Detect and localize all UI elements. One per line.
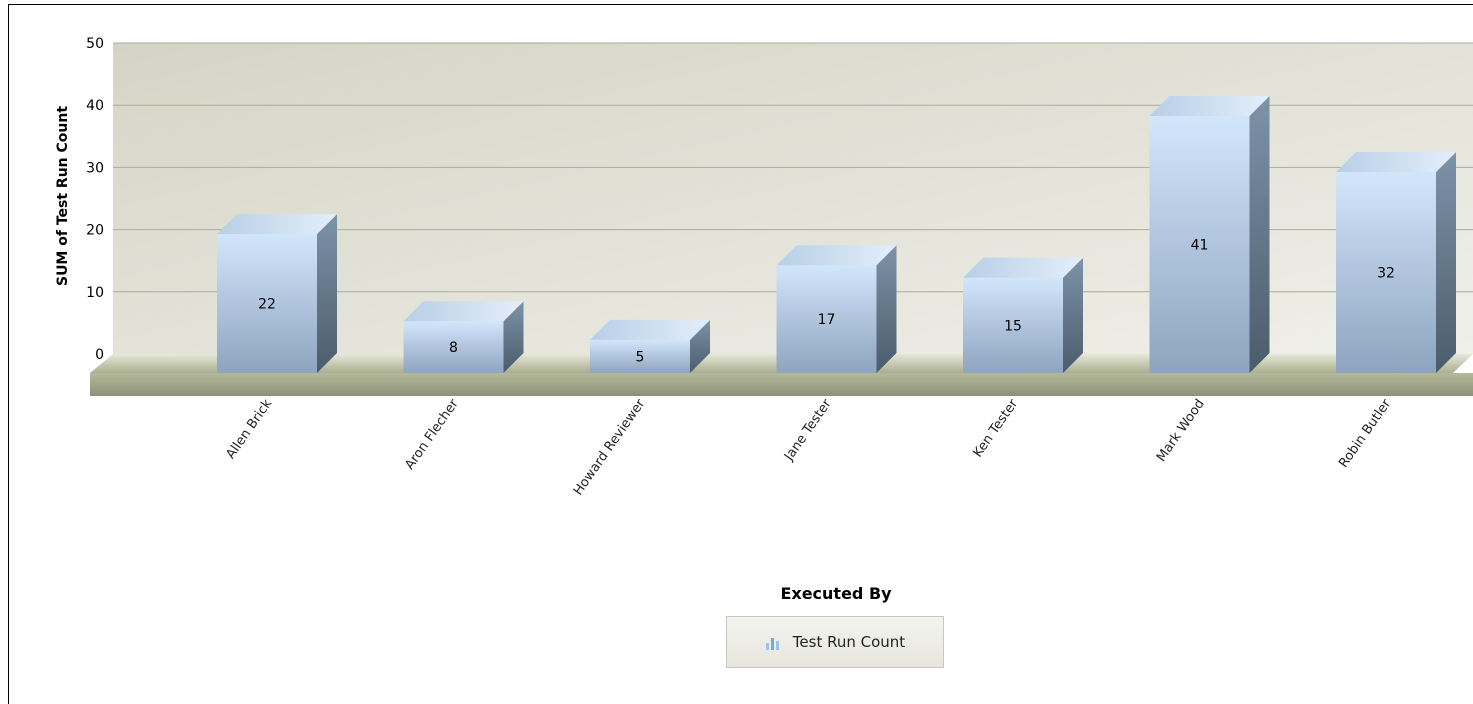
y-tick-label: 10: [86, 285, 104, 301]
y-axis-title: SUM of Test Run Count: [55, 106, 71, 286]
x-axis-labels: Allen Brick Aron Flecher Howard Reviewer Ja…: [223, 396, 1394, 498]
bar: 15: [963, 257, 1083, 373]
bar-side: [1249, 95, 1270, 373]
data-label: 5: [636, 349, 645, 365]
y-axis-ticks: 0 10 20 30 40 50: [86, 36, 104, 363]
y-tick-label: 20: [86, 223, 104, 239]
legend: Test Run Count: [726, 616, 944, 668]
bar: 22: [217, 214, 337, 373]
data-label: 22: [258, 297, 276, 313]
bar-side: [1063, 257, 1083, 373]
bars: 22 8 5 17 15 41 32: [217, 95, 1456, 373]
legend-label: Test Run Count: [792, 633, 906, 651]
bar-side: [690, 319, 710, 373]
x-tick-label: Jane Tester: [781, 396, 835, 464]
bar: 32: [1336, 151, 1456, 373]
floor-front: [90, 373, 1473, 396]
data-label: 32: [1377, 265, 1395, 281]
bar-top: [963, 257, 1083, 278]
bar-front: [1336, 171, 1436, 373]
bar-side: [503, 301, 524, 373]
bar: 41: [1149, 95, 1270, 373]
data-label: 8: [449, 340, 458, 356]
bar-front: [963, 277, 1063, 373]
bar-top: [1336, 151, 1456, 172]
bar-chart-icon: [765, 634, 783, 650]
data-label: 15: [1004, 318, 1022, 334]
data-label: 17: [818, 312, 836, 328]
bar-front: [403, 321, 504, 373]
y-tick-label: 0: [95, 347, 104, 363]
bar-side: [317, 214, 337, 373]
x-axis-title: Executed By: [780, 584, 892, 603]
x-tick-label: Allen Brick: [223, 396, 275, 462]
bar-top: [1149, 95, 1270, 116]
x-tick-label: Howard Reviewer: [571, 396, 649, 498]
chart-frame: [8, 4, 1473, 704]
bar-top: [776, 245, 897, 266]
y-tick-label: 50: [86, 36, 104, 52]
bar: 17: [776, 245, 897, 373]
bar-front: [590, 339, 690, 373]
data-label: 41: [1191, 237, 1209, 253]
bar-top: [217, 214, 337, 235]
bar-top: [403, 301, 524, 322]
x-tick-label: Aron Flecher: [402, 396, 462, 472]
bar-front: [217, 234, 317, 373]
x-tick-label: Robin Butler: [1336, 396, 1394, 471]
bar-front: [776, 265, 877, 373]
bar-side: [876, 245, 897, 373]
bar: 8: [403, 301, 524, 373]
bar-top: [590, 319, 710, 340]
bar-side: [1436, 151, 1456, 373]
y-tick-label: 40: [86, 98, 104, 114]
bar: 5: [590, 319, 710, 373]
x-tick-label: Mark Wood: [1154, 397, 1208, 465]
bar-chart: 0 10 20 30 40 50 22 8 5 17 15 41 32 Allen Brick Aron…: [55, 36, 1473, 603]
bar-front: [1149, 115, 1250, 373]
y-tick-label: 30: [86, 160, 104, 176]
x-tick-label: Ken Tester: [970, 396, 1021, 460]
